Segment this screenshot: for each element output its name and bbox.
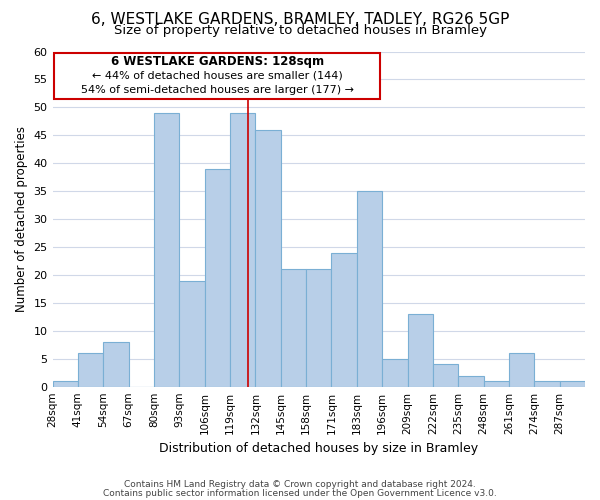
Bar: [534, 381, 560, 386]
Text: 6 WESTLAKE GARDENS: 128sqm: 6 WESTLAKE GARDENS: 128sqm: [111, 56, 324, 68]
Bar: [154, 113, 179, 386]
Text: Contains public sector information licensed under the Open Government Licence v3: Contains public sector information licen…: [103, 488, 497, 498]
Bar: [560, 381, 585, 386]
Text: 6, WESTLAKE GARDENS, BRAMLEY, TADLEY, RG26 5GP: 6, WESTLAKE GARDENS, BRAMLEY, TADLEY, RG…: [91, 12, 509, 28]
Text: 54% of semi-detached houses are larger (177) →: 54% of semi-detached houses are larger (…: [81, 84, 354, 94]
Bar: [331, 252, 357, 386]
Bar: [281, 270, 306, 386]
Bar: [382, 358, 407, 386]
Bar: [407, 314, 433, 386]
Bar: [103, 342, 128, 386]
FancyBboxPatch shape: [55, 52, 380, 99]
Bar: [458, 376, 484, 386]
Bar: [230, 113, 256, 386]
Bar: [433, 364, 458, 386]
Bar: [357, 191, 382, 386]
Bar: [509, 353, 534, 386]
Text: Size of property relative to detached houses in Bramley: Size of property relative to detached ho…: [113, 24, 487, 37]
Bar: [179, 280, 205, 386]
Y-axis label: Number of detached properties: Number of detached properties: [15, 126, 28, 312]
Bar: [78, 353, 103, 386]
Bar: [53, 381, 78, 386]
Bar: [256, 130, 281, 386]
Bar: [484, 381, 509, 386]
X-axis label: Distribution of detached houses by size in Bramley: Distribution of detached houses by size …: [159, 442, 478, 455]
Bar: [306, 270, 331, 386]
Text: Contains HM Land Registry data © Crown copyright and database right 2024.: Contains HM Land Registry data © Crown c…: [124, 480, 476, 489]
Bar: [205, 169, 230, 386]
Text: ← 44% of detached houses are smaller (144): ← 44% of detached houses are smaller (14…: [92, 71, 343, 81]
